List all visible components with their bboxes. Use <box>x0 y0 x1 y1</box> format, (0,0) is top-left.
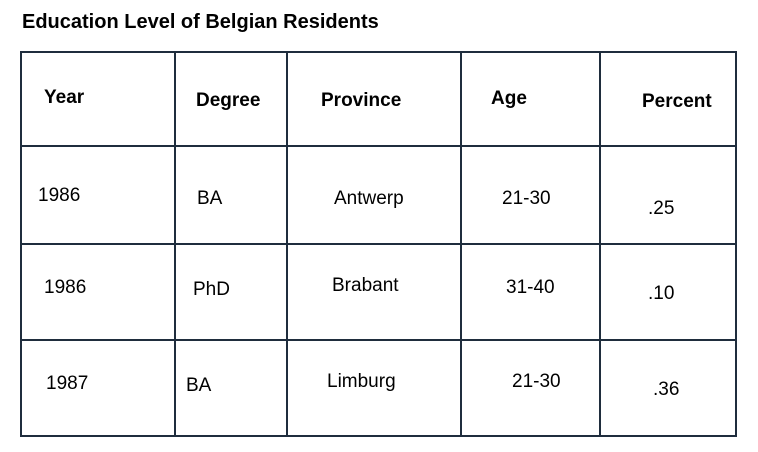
table-cell-age: 21-30 <box>512 371 561 392</box>
header-age: Age <box>491 88 527 109</box>
table-cell-year: 1986 <box>44 277 87 298</box>
row-divider <box>22 339 735 341</box>
table-cell-percent: .36 <box>653 379 680 400</box>
row-divider <box>22 243 735 245</box>
table-cell-province: Brabant <box>332 275 399 296</box>
table-cell-province: Antwerp <box>334 188 404 209</box>
table-cell-degree: PhD <box>193 279 230 300</box>
table-cell-percent: .25 <box>648 198 675 219</box>
table-cell-province: Limburg <box>327 371 396 392</box>
row-divider <box>22 145 735 147</box>
table-cell-age: 21-30 <box>502 188 551 209</box>
table-cell-degree: BA <box>197 188 223 209</box>
data-table: Year Degree Province Age Percent 1986 BA… <box>20 51 737 437</box>
header-province: Province <box>321 90 402 111</box>
header-year: Year <box>44 87 85 108</box>
header-degree: Degree <box>196 90 261 111</box>
table-cell-percent: .10 <box>648 283 675 304</box>
table-cell-age: 31-40 <box>506 277 555 298</box>
header-percent: Percent <box>642 91 712 112</box>
table-cell-year: 1987 <box>46 373 89 394</box>
table-cell-degree: BA <box>186 375 212 396</box>
page-title: Education Level of Belgian Residents <box>22 11 379 33</box>
table-cell-year: 1986 <box>38 185 81 206</box>
